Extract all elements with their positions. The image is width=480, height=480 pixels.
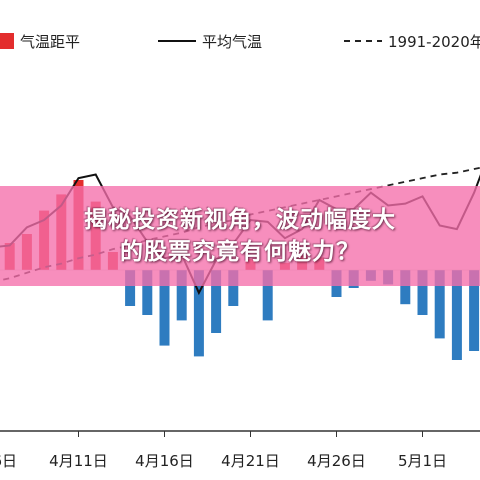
anomaly-bar <box>211 270 222 333</box>
anomaly-bar <box>125 270 136 306</box>
x-axis-ticks: 4月6日4月11日4月16日4月21日4月26日5月1日5月6日 <box>0 431 447 470</box>
anomaly-bar <box>228 270 239 306</box>
anomaly-bar <box>469 270 480 351</box>
anomaly-bar <box>142 270 153 315</box>
anomaly-bar <box>159 270 170 346</box>
x-tick-label: 4月6日 <box>0 452 17 470</box>
anomaly-bar <box>262 270 273 321</box>
anomaly-bar <box>193 270 204 357</box>
x-tick-label: 4月26日 <box>307 452 366 470</box>
legend-label-normal: 1991-2020年 <box>388 33 480 51</box>
title-banner: 揭秘投资新视角，波动幅度大 的股票究竟有何魅力？ <box>0 186 480 286</box>
legend-label-anomaly: 气温距平 <box>20 33 80 51</box>
x-tick-label: 4月16日 <box>135 452 194 470</box>
anomaly-bar <box>434 270 445 339</box>
anomaly-bar <box>176 270 187 321</box>
legend-label-average: 平均气温 <box>202 33 262 51</box>
banner-line-1: 揭秘投资新视角，波动幅度大 <box>84 207 396 233</box>
anomaly-bar <box>451 270 462 360</box>
x-tick-label: 4月21日 <box>221 452 280 470</box>
x-tick-label: 5月1日 <box>398 452 447 470</box>
legend: 气温距平 平均气温 1991-2020年 <box>0 33 480 51</box>
anomaly-bar <box>400 270 411 305</box>
banner-line-2: 的股票究竟有何魅力？ <box>120 239 360 265</box>
anomaly-bar <box>417 270 428 315</box>
x-tick-label: 4月11日 <box>49 452 108 470</box>
legend-swatch-anomaly <box>0 33 14 49</box>
